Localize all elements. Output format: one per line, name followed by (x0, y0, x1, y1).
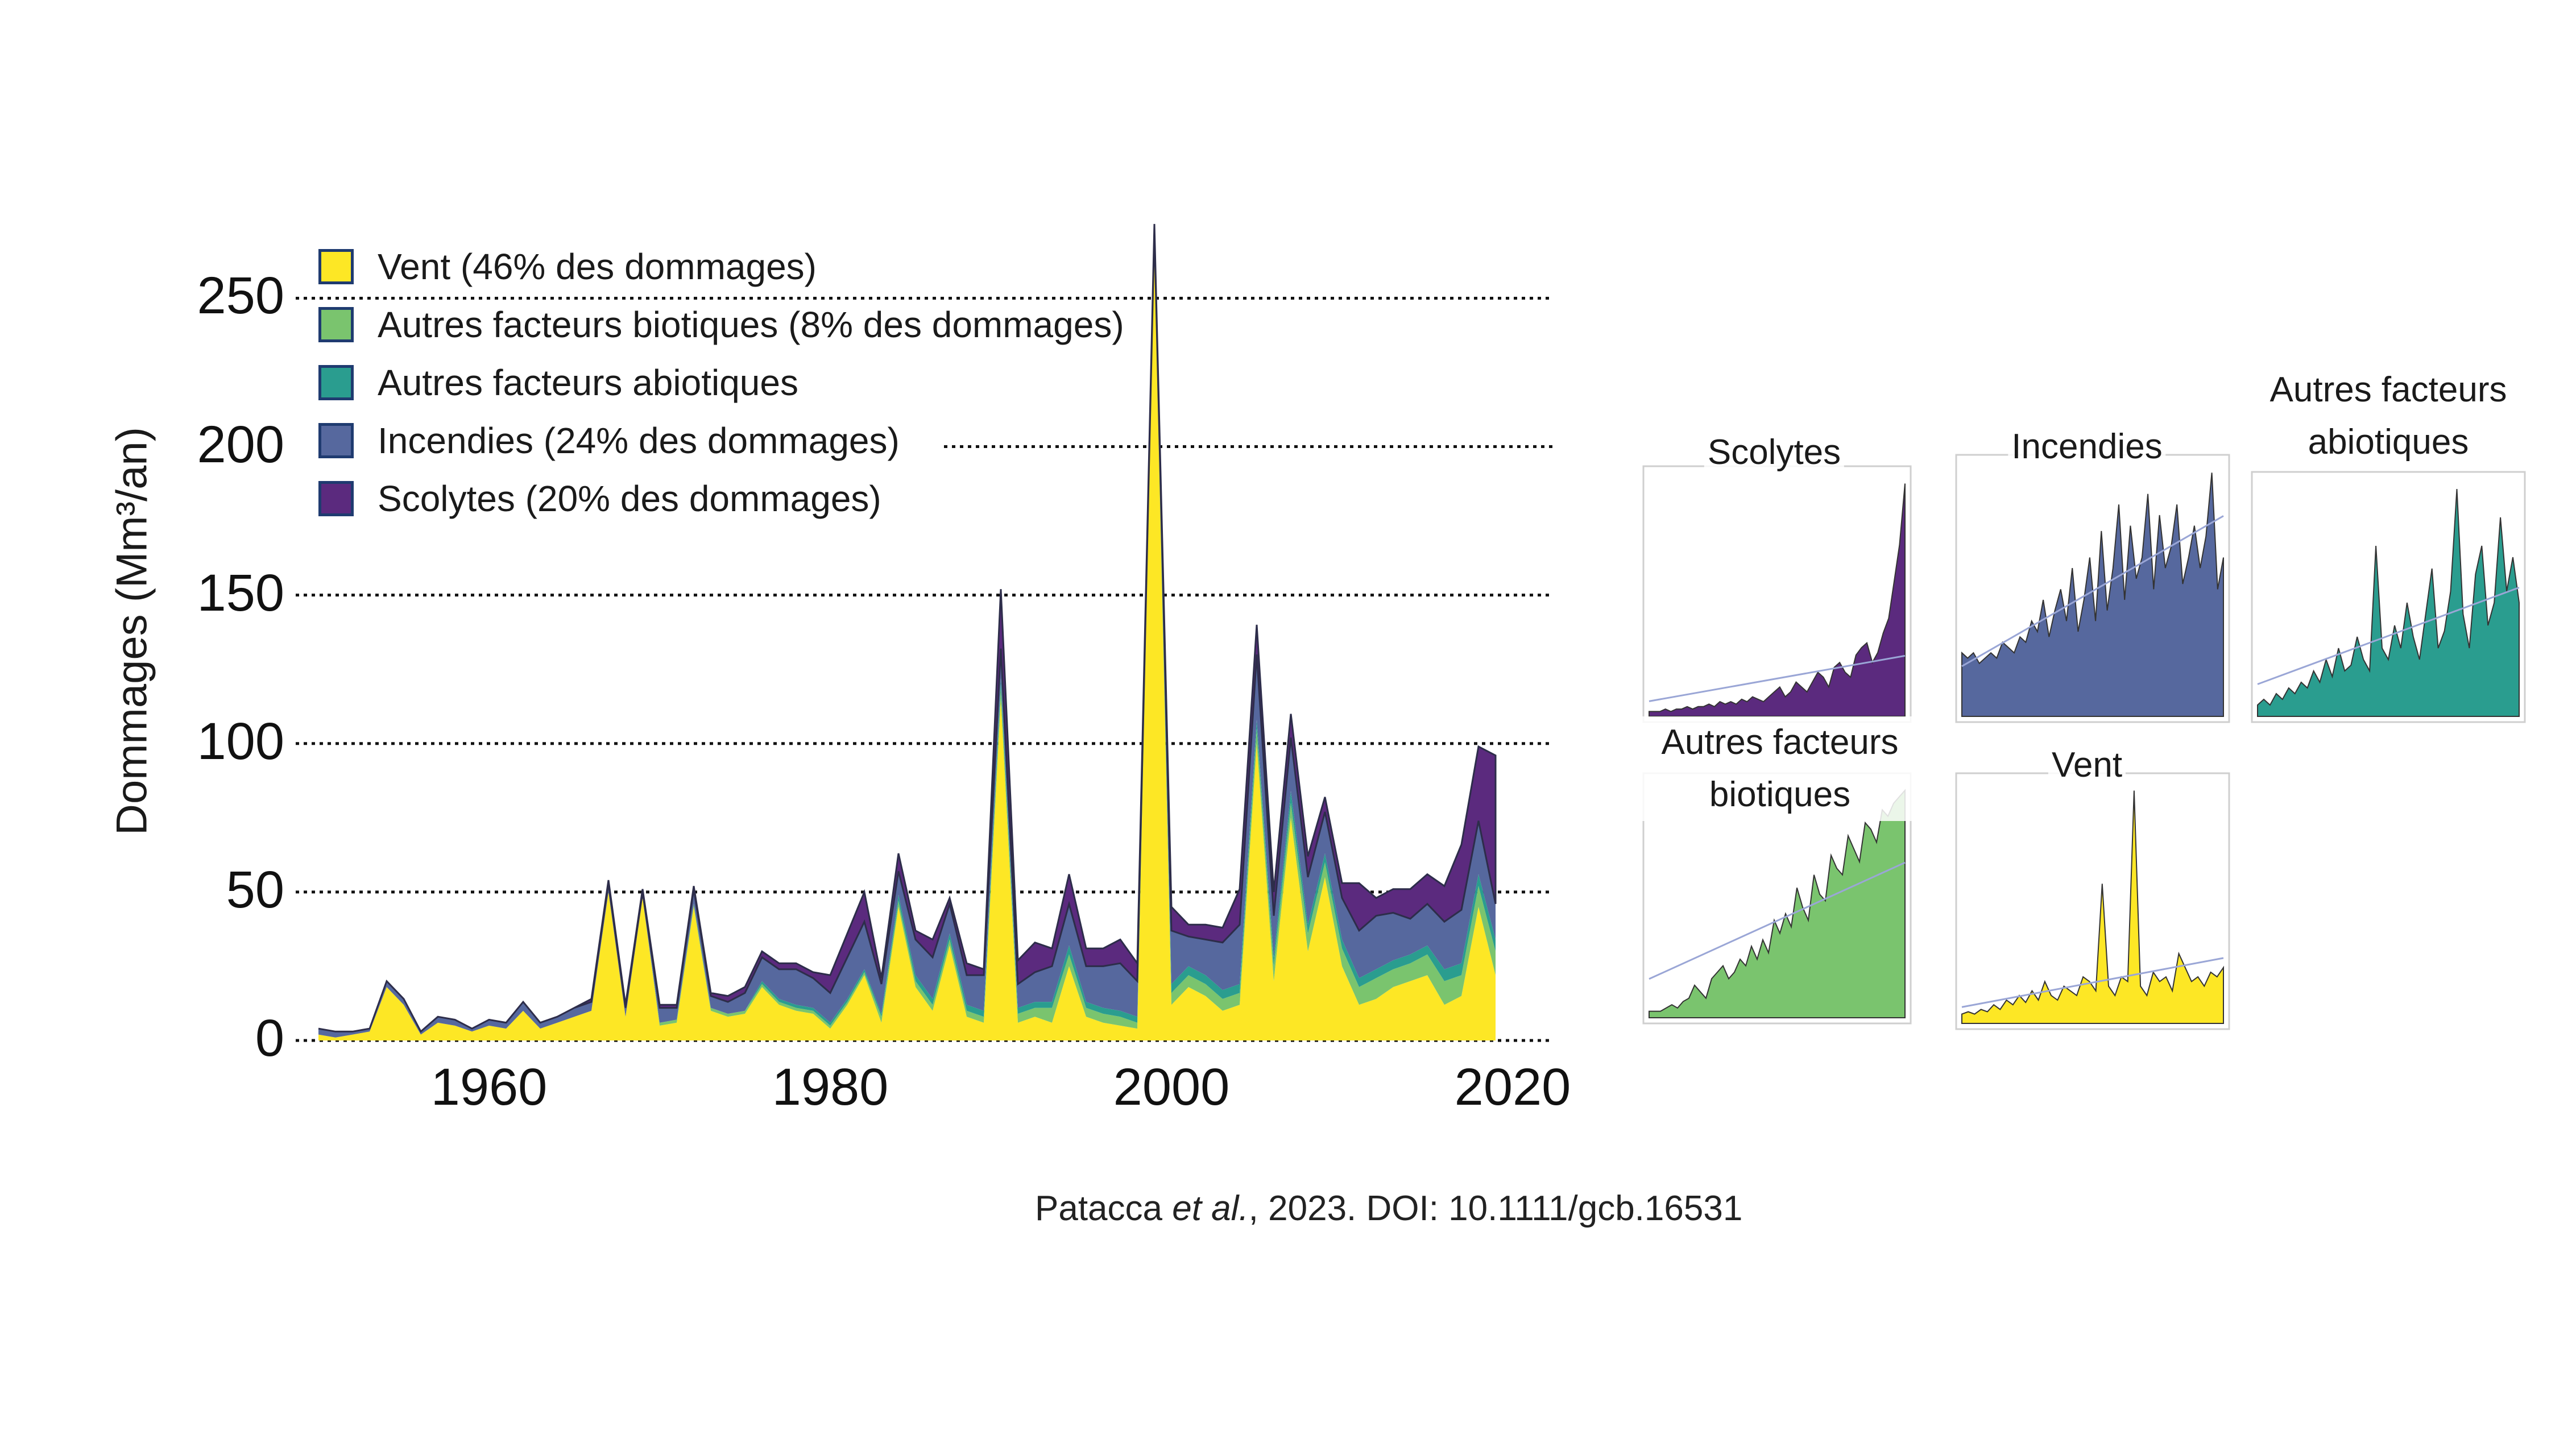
legend-item: Vent (46% des dommages) (318, 238, 1124, 296)
legend-label: Incendies (24% des dommages) (378, 420, 900, 461)
mini-area (2257, 488, 2520, 717)
mini-title: Incendies (2008, 421, 2166, 473)
mini-frame (2251, 471, 2526, 723)
y-tick-label: 0 (255, 1009, 284, 1067)
y-tick-label: 150 (197, 563, 285, 622)
small-multiples (1642, 454, 2526, 1030)
mini-trend-line (1961, 515, 2224, 667)
legend-item: Incendies (24% des dommages) (318, 412, 1124, 470)
mini-chart-1 (1955, 454, 2230, 723)
legend-label: Autres facteurs abiotiques (378, 362, 798, 403)
mini-title: Vent (2048, 739, 2126, 791)
legend-swatch (318, 481, 354, 516)
area-series-3 (318, 230, 1496, 1038)
legend-item: Autres facteurs biotiques (8% des dommag… (318, 296, 1124, 354)
y-tick-label: 200 (197, 415, 285, 474)
legend-label: Vent (46% des dommages) (378, 246, 817, 287)
legend: Vent (46% des dommages) Autres facteurs b… (318, 238, 1124, 528)
mini-trend-line (2257, 586, 2520, 685)
y-tick-label: 250 (197, 267, 285, 325)
mini-trend-line (1649, 654, 1906, 702)
citation-suffix: , 2023. DOI: 10.1111/gcb.16531 (1248, 1189, 1743, 1228)
stacked-areas (318, 223, 1497, 1041)
citation: Patacca et al., 2023. DOI: 10.1111/gcb.1… (1035, 1188, 1742, 1229)
mini-chart-0 (1642, 465, 1912, 723)
mini-area (1649, 789, 1906, 1018)
mini-area (1961, 472, 2224, 717)
citation-etal: et al. (1172, 1189, 1249, 1228)
citation-prefix: Patacca (1035, 1189, 1173, 1228)
legend-item: Scolytes (20% des dommages) (318, 470, 1124, 528)
mini-chart-4 (1955, 772, 2230, 1030)
legend-swatch (318, 307, 354, 342)
mini-title: Autres facteurs abiotiques (2254, 364, 2523, 468)
mini-title: Scolytes (1704, 426, 1845, 479)
mini-trend-line (1961, 957, 2224, 1008)
mini-title: Autres facteurs biotiques (1640, 716, 1920, 821)
mini-trend-line (1649, 861, 1906, 980)
x-tick-label: 2000 (1113, 1058, 1230, 1116)
legend-item: Autres facteurs abiotiques (318, 354, 1124, 412)
y-tick-label: 100 (197, 712, 285, 770)
area-series-4 (318, 223, 1497, 1033)
y-axis-label: Dommages (Mm³/an) (107, 427, 156, 835)
x-tick-label: 2020 (1454, 1058, 1571, 1116)
mini-area (1649, 483, 1906, 717)
y-tick-label: 50 (226, 860, 284, 919)
legend-label: Autres facteurs biotiques (8% des dommag… (378, 304, 1124, 345)
x-tick-label: 1980 (772, 1058, 889, 1116)
legend-swatch (318, 249, 354, 284)
legend-swatch (318, 423, 354, 458)
x-tick-label: 1960 (430, 1058, 548, 1116)
legend-swatch (318, 365, 354, 400)
mini-chart-2 (2251, 471, 2526, 723)
legend-label: Scolytes (20% des dommages) (378, 478, 881, 519)
mini-area (1961, 790, 2224, 1024)
